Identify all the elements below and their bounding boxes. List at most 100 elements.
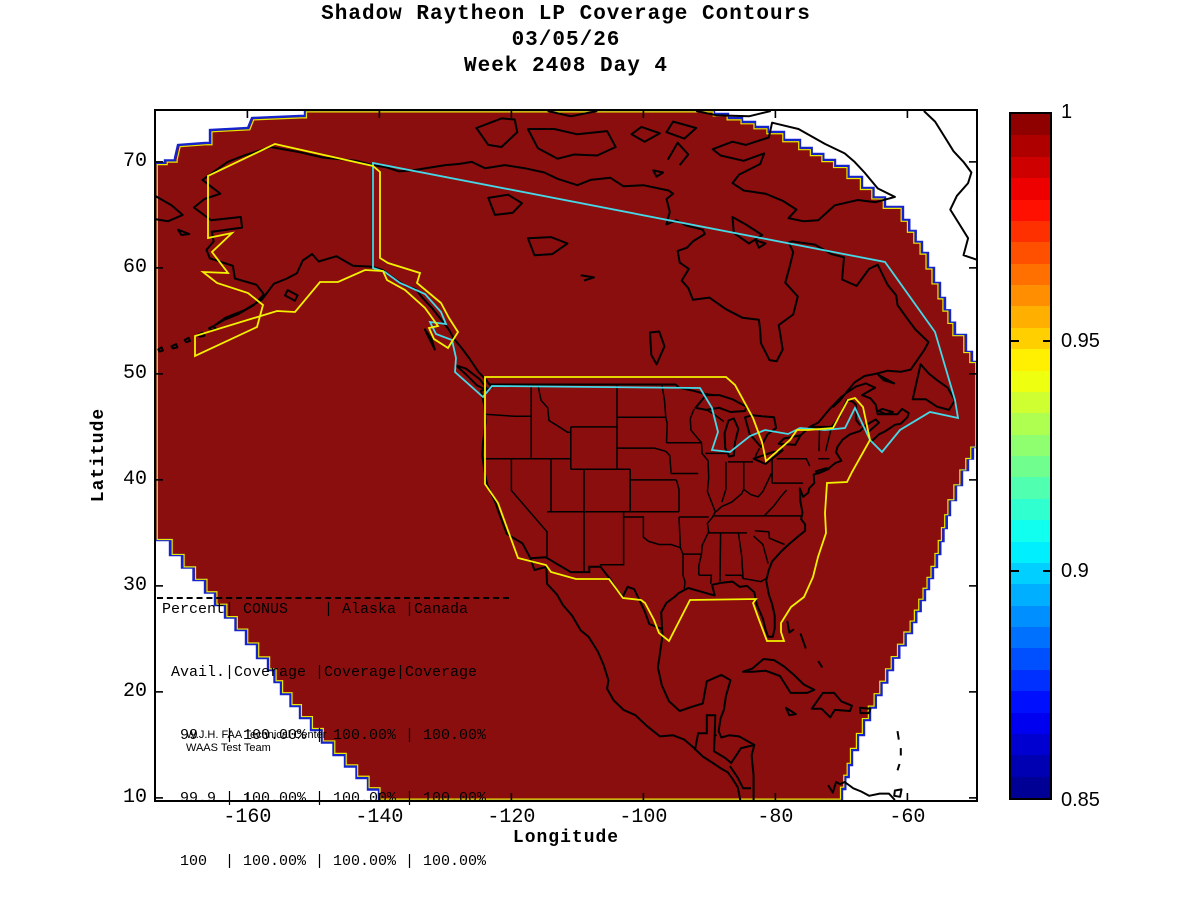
colorbar-tick (1011, 340, 1019, 343)
state-border (537, 384, 571, 433)
coastline (896, 763, 901, 771)
coastline (877, 373, 896, 385)
colorbar-band (1011, 156, 1050, 179)
state-border (763, 489, 788, 517)
coastline (810, 691, 853, 719)
colorbar-band (1011, 648, 1050, 670)
state-border (510, 458, 548, 558)
coastline (923, 110, 977, 261)
x-tick-label: -60 (889, 806, 926, 829)
colorbar-band (1011, 263, 1050, 285)
x-tick-label: -80 (757, 806, 794, 829)
y-tick-label: 50 (122, 361, 147, 385)
x-tick-label: -100 (619, 806, 668, 829)
coastline (858, 706, 872, 715)
colorbar-band (1011, 627, 1050, 649)
coastline (423, 328, 436, 351)
state-border (599, 511, 625, 566)
coastline (785, 706, 797, 717)
x-tick-label: -140 (355, 806, 404, 829)
table-separator (157, 597, 509, 599)
coastline (827, 781, 896, 801)
y-axis-label: Latitude (89, 407, 109, 503)
colorbar-band (1011, 541, 1050, 563)
colorbar-band (1011, 135, 1050, 157)
colorbar-band (1011, 498, 1050, 521)
coastline (799, 633, 807, 649)
colorbar-band (1011, 349, 1050, 371)
credit-block: W.J.H. FAA Technical Center WAAS Test Te… (186, 729, 326, 755)
state-border (741, 574, 767, 583)
colorbar-tick-label: 0.85 (1061, 789, 1100, 811)
state-border (665, 450, 672, 474)
title-line-2: 03/05/26 (511, 29, 621, 52)
colorbar-band (1011, 370, 1050, 392)
coastline (911, 363, 956, 411)
coastline (196, 331, 206, 338)
axes-frame (154, 109, 978, 802)
coastline (896, 730, 900, 740)
colorbar-band (1011, 691, 1050, 713)
colorbar-band (1011, 285, 1050, 307)
colorbar-band (1011, 669, 1050, 692)
coastline (547, 110, 598, 118)
y-tick-label: 40 (122, 467, 147, 491)
colorbar-band (1011, 199, 1050, 221)
colorbar-tick-label: 1 (1061, 101, 1073, 123)
coastline (183, 336, 191, 344)
coastline (817, 660, 824, 669)
coastline (192, 146, 930, 801)
coastline (157, 346, 164, 353)
title-line-1: Shadow Raytheon LP Coverage Contours (321, 3, 811, 26)
colorbar-band (1011, 712, 1050, 734)
state-border (721, 461, 727, 503)
colorbar (1009, 112, 1052, 800)
state-border (706, 409, 725, 423)
colorbar-band (1011, 413, 1050, 435)
table-row: 100 | 100.00% | 100.00% | 100.00% (162, 853, 487, 870)
state-border (754, 530, 785, 546)
colorbar-band (1011, 477, 1050, 499)
coverage-edge-yellow (156, 111, 977, 800)
colorbar-band (1011, 520, 1050, 542)
coastline (893, 788, 903, 798)
colorbar-band (1011, 391, 1050, 414)
plot-title: Shadow Raytheon LP Coverage Contours 03/… (155, 2, 977, 80)
x-tick-label: -120 (487, 806, 536, 829)
country-border (712, 735, 756, 765)
colorbar-band (1011, 242, 1050, 264)
colorbar-tick (1043, 569, 1051, 572)
colorbar-band (1011, 306, 1050, 328)
state-border (698, 574, 713, 584)
coastline (754, 239, 767, 249)
colorbar-tick (1043, 340, 1051, 343)
state-border (719, 532, 722, 582)
country-border (675, 383, 714, 397)
state-border (484, 413, 532, 418)
coastline (723, 417, 740, 458)
state-border (675, 479, 680, 512)
table-subheader-row: Avail.|Coverage |Coverage|Coverage (162, 664, 478, 681)
coastline (665, 120, 698, 140)
coastline (877, 407, 894, 416)
x-axis-label: Longitude (512, 828, 620, 848)
coverage-region (155, 110, 977, 801)
credit-line-1: W.J.H. FAA Technical Center (186, 729, 327, 741)
credit-line-2: WAAS Test Team (186, 742, 271, 754)
table-row: 99 | 100.00% | 100.00% | 100.00% (162, 727, 487, 744)
coastline (786, 620, 795, 634)
colorbar-band (1011, 220, 1050, 243)
title-line-3: Week 2408 Day 4 (463, 55, 669, 78)
state-border (776, 457, 811, 467)
coastline (526, 128, 617, 160)
y-tick-label: 60 (122, 255, 147, 279)
contour-line-yellow (194, 143, 460, 358)
state-border (753, 535, 769, 564)
coastline (666, 141, 690, 166)
state-border (661, 384, 667, 418)
coastline (155, 194, 184, 223)
y-tick-label: 30 (122, 573, 147, 597)
state-border (689, 408, 695, 419)
state-border (689, 418, 717, 576)
